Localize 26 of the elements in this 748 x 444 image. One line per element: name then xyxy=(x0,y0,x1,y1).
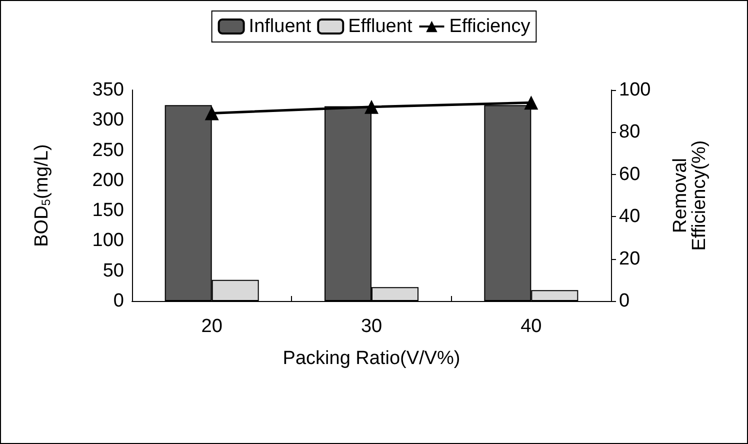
y-tick-label: 0 xyxy=(113,290,124,312)
y-tick-label: 100 xyxy=(92,230,124,252)
point xyxy=(204,106,219,120)
y2-tick-label: 60 xyxy=(619,164,640,185)
x-tick-label: 40 xyxy=(520,316,542,337)
y2-axis-title: Removal Efficiency(%) xyxy=(670,140,710,251)
y-tick-label: 350 xyxy=(92,80,124,100)
y2-tick-label: 20 xyxy=(619,248,640,270)
y-axis-title: BOD5(mg/L) xyxy=(32,144,53,247)
y2-tick-label: 0 xyxy=(619,290,630,312)
y-tick-label: 250 xyxy=(92,140,124,161)
legend-label: Effluent xyxy=(348,16,413,37)
point xyxy=(364,100,378,114)
y-tick-label: 50 xyxy=(102,260,124,282)
y2-tick-label: 80 xyxy=(619,122,640,143)
x-axis-title: Packing Ratio(V/V%) xyxy=(282,348,460,369)
y2-tick-label: 40 xyxy=(619,206,640,228)
y-tick-label: 300 xyxy=(92,110,124,131)
legend-label: Efficiency xyxy=(449,16,531,37)
point xyxy=(524,96,538,110)
y-tick-label: 150 xyxy=(92,200,124,222)
x-tick-label: 20 xyxy=(201,316,222,337)
x-tick-label: 30 xyxy=(360,316,382,337)
y2-tick-label: 100 xyxy=(619,80,651,100)
y-tick-label: 200 xyxy=(92,170,124,191)
legend-label: Influent xyxy=(248,16,312,37)
